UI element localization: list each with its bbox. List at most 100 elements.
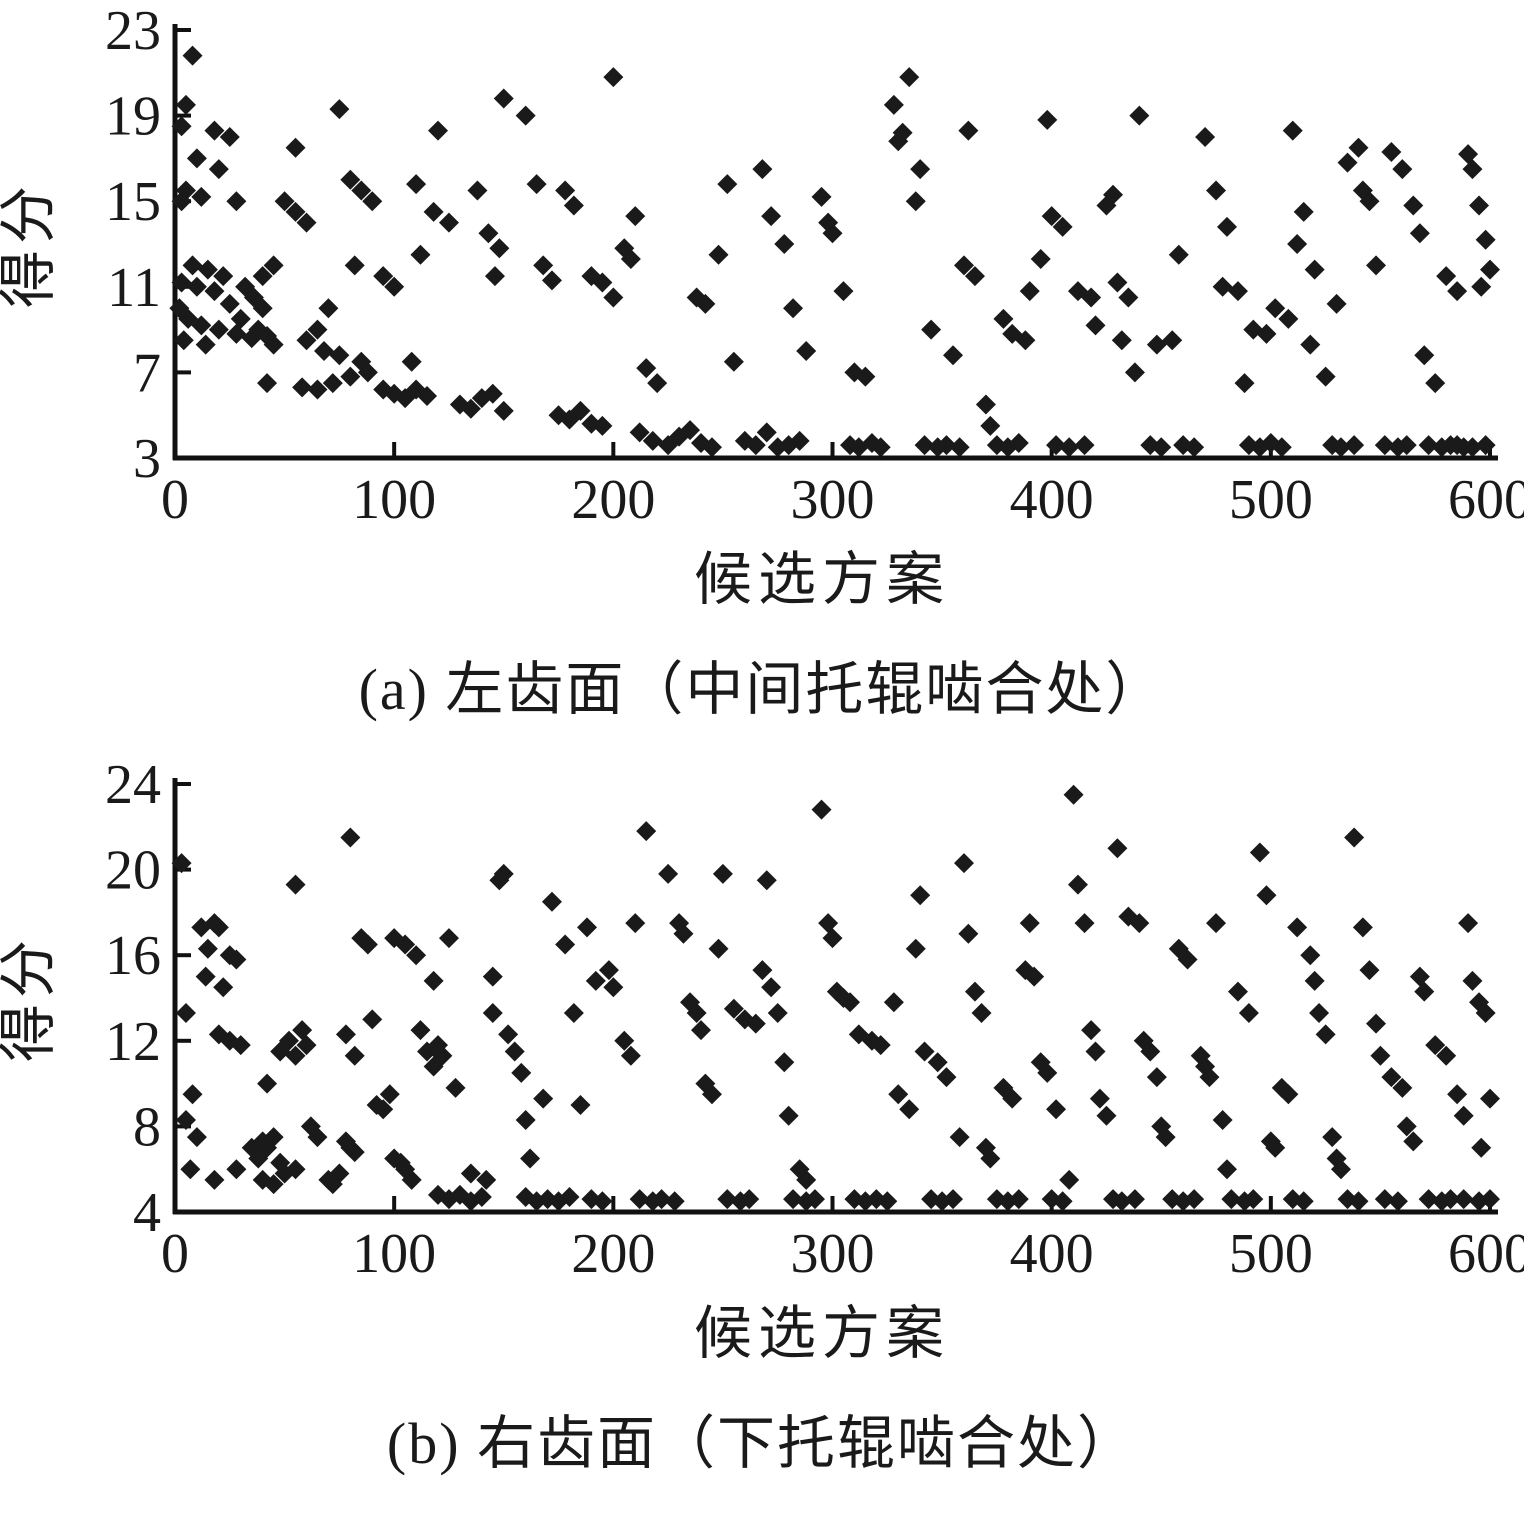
data-point: [533, 1088, 554, 1109]
data-point: [1085, 315, 1106, 336]
data-point: [701, 437, 722, 458]
data-point: [1287, 917, 1308, 938]
data-point: [235, 276, 256, 297]
x-tick-label: 200: [571, 469, 655, 530]
data-point: [664, 1191, 685, 1212]
data-point: [384, 276, 405, 297]
data-point: [826, 981, 847, 1002]
data-point: [175, 1002, 196, 1023]
data-point: [1081, 1020, 1102, 1041]
data-point: [1337, 152, 1358, 173]
data-point: [175, 94, 196, 115]
data-point: [1168, 244, 1189, 265]
y-tick-label: 20: [105, 840, 161, 902]
y-tick-label: 8: [133, 1096, 161, 1158]
data-point: [1162, 1189, 1183, 1210]
data-point: [1265, 298, 1286, 319]
data-point: [855, 366, 876, 387]
data-point: [252, 1169, 273, 1190]
data-point: [804, 1189, 825, 1210]
data-point: [756, 870, 777, 891]
data-point: [1278, 1084, 1299, 1105]
data-point: [796, 1169, 817, 1190]
data-point: [186, 276, 207, 297]
data-point: [756, 422, 777, 443]
data-point: [1381, 1067, 1402, 1088]
data-point: [1475, 229, 1496, 250]
data-point: [1392, 159, 1413, 180]
data-point: [263, 1127, 284, 1148]
data-point: [1206, 913, 1227, 934]
data-point: [1447, 1084, 1468, 1105]
data-point: [520, 1148, 541, 1169]
data-point: [1344, 435, 1365, 456]
data-point: [423, 970, 444, 991]
data-point: [577, 917, 598, 938]
data-point: [278, 1030, 299, 1051]
data-point: [292, 377, 313, 398]
data-point: [489, 870, 510, 891]
data-point: [226, 323, 247, 344]
data-point: [1414, 345, 1435, 366]
data-point: [1309, 1002, 1330, 1023]
data-point: [1177, 949, 1198, 970]
data-point: [708, 938, 729, 959]
data-point: [673, 923, 694, 944]
data-point: [471, 1187, 492, 1208]
data-point: [438, 212, 459, 233]
data-point: [351, 180, 372, 201]
data-point: [647, 373, 668, 394]
data-point: [219, 945, 240, 966]
data-point: [541, 270, 562, 291]
data-point: [954, 255, 974, 276]
data-point: [1129, 105, 1150, 126]
data-point: [1315, 1024, 1336, 1045]
data-point: [1304, 259, 1325, 280]
data-point: [1168, 938, 1189, 959]
data-point: [936, 1067, 957, 1088]
data-point: [300, 1116, 321, 1137]
data-point: [219, 127, 240, 147]
data-point: [883, 94, 904, 115]
data-point: [921, 1189, 942, 1210]
data-point: [1330, 1159, 1351, 1180]
data-point: [767, 1002, 788, 1023]
data-point: [1326, 293, 1347, 314]
data-point: [620, 248, 641, 269]
data-point: [811, 799, 832, 820]
data-point: [1146, 1067, 1167, 1088]
y-tick-label: 15: [105, 171, 161, 233]
data-point: [489, 238, 510, 259]
data-point: [1348, 137, 1369, 158]
data-point: [1403, 1131, 1424, 1152]
data-point: [401, 1169, 422, 1190]
data-point: [493, 863, 514, 884]
data-point: [614, 1030, 635, 1051]
scatter-chart-a: 3 7 11 15 19 23 0 100 200 300 400 500 600 得分: [0, 0, 1524, 530]
data-point: [379, 1084, 400, 1105]
data-point: [171, 272, 192, 293]
data-point: [541, 891, 562, 912]
data-point: [476, 1169, 497, 1190]
data-point: [219, 293, 240, 314]
data-point: [180, 1159, 201, 1180]
data-point: [1249, 842, 1270, 863]
data-point: [1256, 323, 1277, 344]
data-point: [899, 67, 920, 88]
x-tick-label: 500: [1229, 469, 1313, 530]
data-point: [340, 366, 361, 387]
data-point: [1052, 1191, 1073, 1212]
data-point: [423, 201, 444, 222]
data-point: [592, 415, 613, 436]
data-point: [1124, 1189, 1145, 1210]
x-tick-label: 0: [161, 469, 189, 530]
data-point: [723, 998, 744, 1019]
scatter-chart-b: 4 8 12 16 20 24 0 100 200 300 400 500 600 得分: [0, 754, 1524, 1284]
data-point: [822, 223, 843, 244]
data-point: [1133, 1030, 1154, 1051]
data-point: [752, 960, 773, 981]
data-point: [1074, 435, 1095, 456]
data-point: [395, 934, 416, 955]
data-point: [980, 415, 1001, 436]
data-point: [1227, 281, 1248, 302]
